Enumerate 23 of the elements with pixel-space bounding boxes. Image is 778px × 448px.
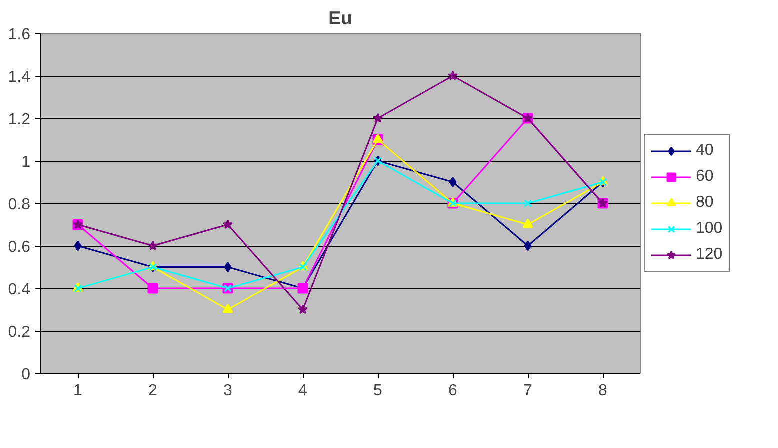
y-tick-label: 1.2: [8, 112, 31, 128]
x-tick-label: 3: [224, 382, 233, 400]
y-tick-label: 0.4: [8, 282, 31, 298]
x-tick-label: 6: [448, 382, 458, 400]
x-tick-label: 7: [524, 382, 533, 400]
y-tick-label: 0.8: [8, 196, 31, 214]
y-tick-label: 0.6: [8, 239, 31, 256]
legend-label: 120: [696, 246, 723, 264]
x-tick-label: 8: [598, 382, 608, 400]
legend-label: 40: [696, 142, 715, 160]
x-tick-label: 2: [148, 382, 158, 400]
y-tick-label: 1.6: [8, 26, 31, 44]
y-tick-label: 1.4: [8, 69, 31, 86]
legend-label: 100: [696, 220, 723, 238]
x-tick-label: 5: [374, 382, 383, 400]
legend-label: 60: [696, 168, 715, 186]
chart-title: Eu: [328, 8, 352, 28]
x-tick-label: 4: [298, 382, 308, 400]
y-tick-label: 0.2: [8, 324, 31, 341]
y-tick-label: 1: [22, 154, 31, 171]
legend-label: 80: [696, 194, 715, 212]
x-tick-label: 1: [74, 382, 83, 400]
y-tick-label: 0: [22, 366, 31, 384]
